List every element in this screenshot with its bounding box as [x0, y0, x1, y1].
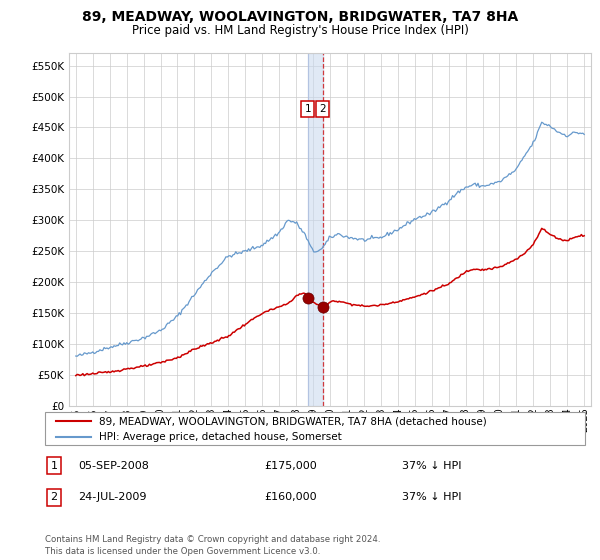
Text: 05-SEP-2008: 05-SEP-2008	[78, 461, 149, 471]
Text: 24-JUL-2009: 24-JUL-2009	[78, 492, 146, 502]
Text: 2: 2	[50, 492, 58, 502]
Text: 2: 2	[319, 104, 326, 114]
Text: 89, MEADWAY, WOOLAVINGTON, BRIDGWATER, TA7 8HA: 89, MEADWAY, WOOLAVINGTON, BRIDGWATER, T…	[82, 10, 518, 24]
Text: 1: 1	[50, 461, 58, 471]
Text: Price paid vs. HM Land Registry's House Price Index (HPI): Price paid vs. HM Land Registry's House …	[131, 24, 469, 37]
Text: 1: 1	[304, 104, 311, 114]
Text: Contains HM Land Registry data © Crown copyright and database right 2024.
This d: Contains HM Land Registry data © Crown c…	[45, 535, 380, 556]
Text: HPI: Average price, detached house, Somerset: HPI: Average price, detached house, Some…	[99, 432, 342, 442]
Text: 37% ↓ HPI: 37% ↓ HPI	[402, 461, 461, 471]
Text: 89, MEADWAY, WOOLAVINGTON, BRIDGWATER, TA7 8HA (detached house): 89, MEADWAY, WOOLAVINGTON, BRIDGWATER, T…	[99, 416, 487, 426]
Text: £160,000: £160,000	[264, 492, 317, 502]
Text: £175,000: £175,000	[264, 461, 317, 471]
FancyBboxPatch shape	[45, 412, 585, 445]
Text: 37% ↓ HPI: 37% ↓ HPI	[402, 492, 461, 502]
Bar	[308, 53, 323, 406]
